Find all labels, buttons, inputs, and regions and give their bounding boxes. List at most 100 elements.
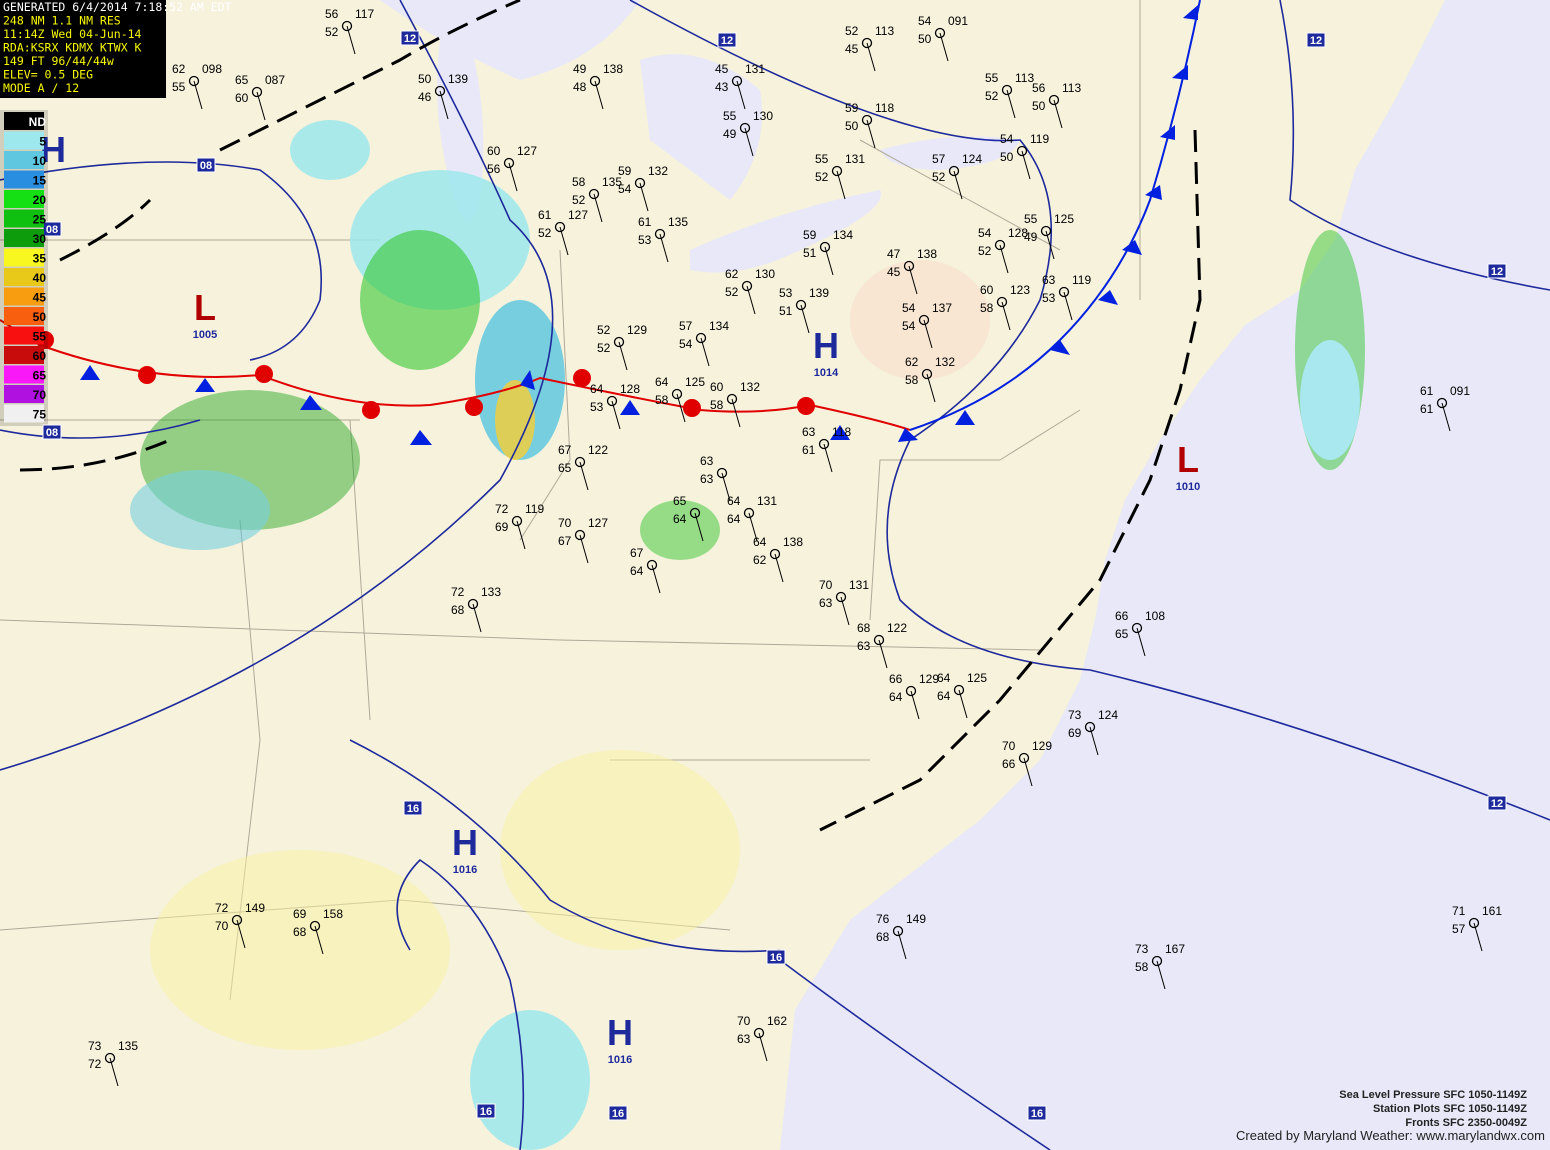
pressure: 137 bbox=[932, 301, 952, 315]
pressure: 158 bbox=[323, 907, 343, 921]
temperature: 70 bbox=[737, 1014, 751, 1028]
station-marker bbox=[574, 529, 586, 541]
pressure: 129 bbox=[1032, 739, 1052, 753]
pressure-center: L bbox=[194, 287, 216, 328]
station-marker bbox=[835, 591, 847, 603]
pressure: 123 bbox=[1010, 283, 1030, 297]
wind-barb bbox=[836, 170, 846, 200]
wind-barb bbox=[910, 690, 920, 720]
warm-front-bumps bbox=[36, 331, 815, 419]
temperature: 67 bbox=[630, 546, 644, 560]
wind-barb bbox=[559, 226, 569, 256]
footer-line: Fronts SFC 2350-0049Z bbox=[1405, 1117, 1527, 1129]
pressure: 087 bbox=[265, 73, 285, 87]
temperature: 49 bbox=[573, 62, 587, 76]
station-marker bbox=[104, 1052, 116, 1064]
dewpoint: 63 bbox=[737, 1032, 751, 1046]
station-marker bbox=[921, 368, 933, 380]
wind-barb bbox=[594, 80, 604, 110]
dewpoint: 53 bbox=[590, 400, 604, 414]
pressure: 129 bbox=[919, 672, 939, 686]
temperature: 65 bbox=[673, 494, 687, 508]
temperature: 69 bbox=[293, 907, 307, 921]
legend-swatch bbox=[4, 346, 44, 364]
dewpoint: 62 bbox=[753, 553, 767, 567]
pressure: 135 bbox=[668, 215, 688, 229]
temperature: 63 bbox=[802, 425, 816, 439]
dewpoint: 63 bbox=[700, 472, 714, 486]
dewpoint: 58 bbox=[655, 393, 669, 407]
pressure: 108 bbox=[1145, 609, 1165, 623]
pressure: 122 bbox=[887, 621, 907, 635]
pressure: 131 bbox=[757, 494, 777, 508]
wind-barb bbox=[700, 337, 710, 367]
pressure-center: L bbox=[1177, 439, 1199, 480]
pressure: 131 bbox=[845, 152, 865, 166]
header-line: 11:14Z Wed 04-Jun-14 bbox=[3, 27, 142, 41]
wind-barb bbox=[866, 42, 876, 72]
legend-swatch bbox=[4, 365, 44, 384]
pressure: 132 bbox=[935, 355, 955, 369]
station-marker bbox=[903, 260, 915, 272]
dewpoint: 67 bbox=[558, 534, 572, 548]
wind-barb bbox=[824, 246, 834, 276]
wind-barb bbox=[579, 534, 589, 564]
wind-barb bbox=[926, 373, 936, 403]
dewpoint: 48 bbox=[573, 80, 587, 94]
wind-barb bbox=[1136, 627, 1146, 657]
pressure: 091 bbox=[1450, 384, 1470, 398]
wind-barb bbox=[1473, 922, 1483, 952]
dewpoint: 57 bbox=[1452, 922, 1466, 936]
temperature: 62 bbox=[725, 267, 739, 281]
station-marker bbox=[511, 515, 523, 527]
dewpoint: 56 bbox=[487, 162, 501, 176]
station-marker bbox=[588, 188, 600, 200]
station-marker bbox=[1436, 397, 1448, 409]
dewpoint: 69 bbox=[495, 520, 509, 534]
route-shield bbox=[42, 424, 62, 440]
wind-barb bbox=[593, 193, 603, 223]
pressure: 135 bbox=[602, 175, 622, 189]
legend-label: 65 bbox=[33, 369, 47, 383]
dewpoint: 52 bbox=[985, 89, 999, 103]
temperature: 56 bbox=[325, 7, 339, 21]
route-number: 08 bbox=[200, 160, 212, 172]
route-number: 12 bbox=[1491, 266, 1503, 278]
temperature: 73 bbox=[1068, 708, 1082, 722]
dewpoint: 64 bbox=[889, 690, 903, 704]
route-number: 16 bbox=[1031, 1108, 1043, 1120]
station-marker bbox=[905, 685, 917, 697]
lake-huron bbox=[640, 54, 762, 201]
dewpoint: 64 bbox=[727, 512, 741, 526]
temperature: 53 bbox=[779, 286, 793, 300]
station-marker bbox=[689, 507, 701, 519]
temperature: 70 bbox=[558, 516, 572, 530]
dewpoint: 52 bbox=[725, 285, 739, 299]
temperature: 66 bbox=[889, 672, 903, 686]
pressure-center: H bbox=[607, 1012, 633, 1053]
station-marker bbox=[503, 157, 515, 169]
wind-barb bbox=[314, 925, 324, 955]
wind-barb bbox=[731, 398, 741, 428]
dewpoint: 70 bbox=[215, 919, 229, 933]
wind-barb bbox=[236, 919, 246, 949]
header-line: MODE A / 12 bbox=[3, 81, 79, 95]
wind-barb bbox=[256, 91, 266, 121]
legend-swatch bbox=[4, 287, 44, 306]
radar-echoes bbox=[130, 120, 1365, 1150]
legend-swatch bbox=[4, 209, 44, 228]
wind-barb bbox=[579, 461, 589, 491]
wind-barb bbox=[774, 553, 784, 583]
dewpoint: 54 bbox=[679, 337, 693, 351]
wind-barb bbox=[1023, 757, 1033, 787]
dewpoint: 61 bbox=[802, 443, 816, 457]
pressure: 133 bbox=[481, 585, 501, 599]
legend-label: 75 bbox=[33, 408, 47, 422]
legend-swatch bbox=[4, 268, 44, 286]
pressure: 149 bbox=[245, 901, 265, 915]
pressure: 130 bbox=[755, 267, 775, 281]
dewpoint: 46 bbox=[418, 90, 432, 104]
dewpoint: 65 bbox=[1115, 627, 1129, 641]
temperature: 70 bbox=[819, 578, 833, 592]
dewpoint: 65 bbox=[558, 461, 572, 475]
